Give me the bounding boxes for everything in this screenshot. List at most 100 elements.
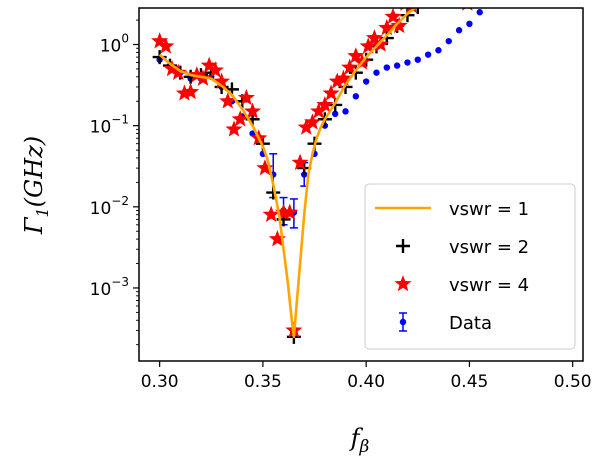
x-tick-label: 0.30 — [141, 372, 179, 392]
data-point — [393, 62, 401, 69]
data-point — [362, 78, 370, 85]
x-tick-label: 0.35 — [244, 372, 282, 392]
vswr4-point — [262, 205, 280, 222]
vswr4-point — [415, 0, 432, 1]
legend: vswr = 1 vswr = 2 vswr = 4 Data — [364, 183, 576, 350]
legend-star-swatch — [394, 275, 412, 292]
x-axis-label: fβ — [349, 424, 370, 456]
data-dot — [435, 47, 442, 54]
vswr4-point — [163, 59, 181, 77]
vswr4-point — [303, 113, 322, 130]
vswr4-point — [341, 58, 359, 75]
vswr4-point — [188, 66, 206, 83]
y-tick-label: 10−2 — [90, 194, 129, 219]
data-point — [435, 47, 442, 54]
data-dot — [331, 110, 339, 118]
data-point — [445, 37, 452, 45]
plot-frame — [138, 7, 584, 362]
vswr4-point — [169, 63, 187, 80]
data-dot — [373, 69, 380, 76]
data-dot — [249, 130, 256, 137]
legend-label: Data — [449, 313, 492, 334]
data-point — [331, 110, 339, 118]
data-dot — [414, 56, 421, 63]
data-dot — [466, 20, 473, 28]
x-tick-label: 0.45 — [450, 372, 488, 392]
vswr4-point — [244, 102, 262, 119]
x-tick-label: 0.40 — [347, 372, 385, 392]
vswr4-point — [322, 84, 340, 101]
vswr4-point — [213, 72, 231, 89]
y-tick-label: 100 — [100, 32, 129, 57]
vswr4-point — [334, 69, 353, 86]
data-point — [373, 69, 380, 76]
vswr4-point — [151, 32, 169, 49]
data-point — [249, 130, 256, 137]
vswr2-point — [421, 0, 435, 7]
legend-label: vswr = 4 — [449, 275, 529, 296]
vswr4-point — [316, 95, 334, 113]
vswr4-point — [275, 203, 293, 220]
y-axis-label: Γ1(GHz) — [20, 136, 52, 235]
data-dot — [383, 64, 391, 71]
vswr4-point — [281, 203, 299, 220]
y-axis-label-unit: (GHz) — [20, 136, 48, 207]
vswr4-point — [390, 16, 408, 34]
y-tick-base: 10 — [90, 199, 112, 219]
y-tick-power: −1 — [111, 113, 129, 127]
vswr4-point — [291, 153, 309, 170]
data-dot — [487, 0, 493, 4]
data-point — [414, 56, 421, 63]
data-dot — [352, 93, 360, 100]
data-point — [342, 108, 349, 115]
vswr2-point — [410, 8, 425, 14]
vswr4-point — [359, 37, 377, 54]
y-tick-base: 10 — [100, 37, 122, 57]
y-tick-power: −3 — [111, 275, 129, 289]
data-dot — [404, 59, 411, 66]
vswr4-point — [297, 118, 315, 135]
vswr4-point — [182, 82, 200, 100]
data-dot — [455, 27, 463, 34]
vswr4-point — [328, 72, 346, 89]
y-tick-base: 10 — [90, 280, 112, 300]
legend-label: vswr = 1 — [449, 199, 529, 220]
vswr4-point — [347, 47, 365, 64]
data-dot — [476, 9, 483, 16]
vswr4-point — [237, 88, 255, 106]
data-point — [383, 64, 391, 71]
data-dot — [424, 51, 432, 58]
vswr2-point — [152, 50, 167, 65]
y-tick-label: 10−1 — [90, 113, 129, 138]
data-dot — [445, 37, 452, 45]
legend-box — [364, 183, 576, 350]
data-dot — [393, 62, 401, 69]
vswr4-point — [378, 18, 396, 36]
vswr4-point — [225, 120, 243, 137]
data-dot — [362, 78, 370, 85]
data-point — [487, 0, 493, 4]
x-axis-label-sub: β — [359, 437, 370, 456]
vswr1-line — [158, 8, 418, 339]
data-point — [404, 59, 411, 66]
vswr4-point — [310, 102, 328, 119]
x-axis: 0.30 0.35 0.40 0.45 0.50 — [141, 361, 592, 392]
vswr4-point — [231, 110, 249, 127]
legend-plus-swatch — [396, 239, 410, 253]
vswr4-point — [462, 8, 473, 11]
series-layer — [151, 0, 493, 344]
vswr4-point — [256, 159, 274, 176]
legend-item: Data — [399, 312, 492, 334]
y-axis-label-sub: 1 — [33, 207, 52, 217]
data-point — [352, 93, 360, 100]
legend-item: vswr = 2 — [396, 237, 529, 258]
vswr4-point — [175, 84, 193, 101]
y-axis: 10110010−110−210−3 — [90, 19, 139, 346]
legend-item: vswr = 4 — [394, 275, 529, 296]
x-tick-label: 0.50 — [554, 372, 592, 392]
vswr4-point — [365, 29, 383, 46]
vswr4-point — [200, 56, 218, 73]
vswr4-point — [206, 61, 224, 78]
y-tick-power: 0 — [121, 32, 129, 46]
